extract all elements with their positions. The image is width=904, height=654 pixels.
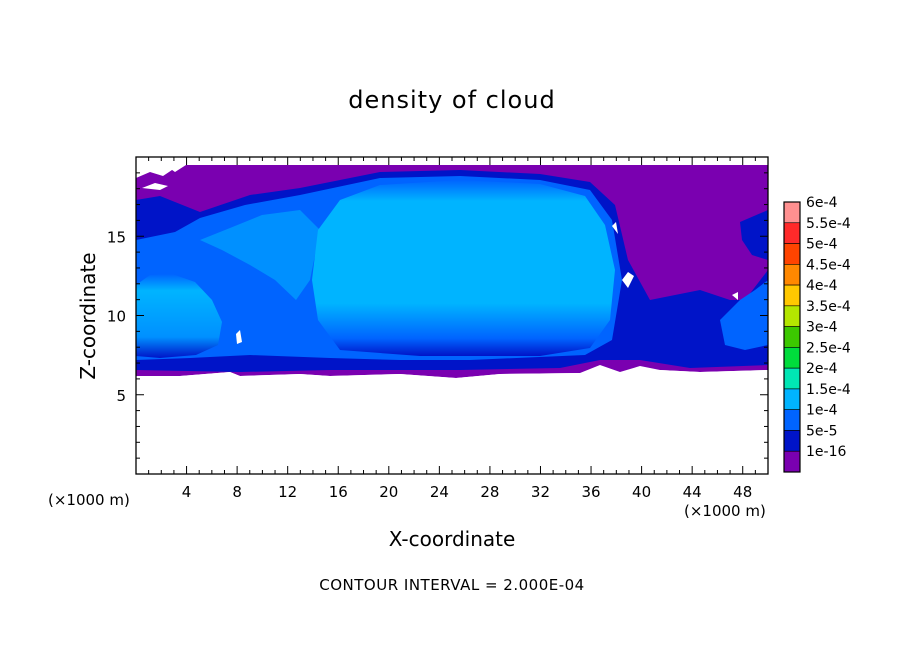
colorbar-swatch (783, 388, 801, 410)
colorbar-label: 5e-5 (806, 423, 837, 439)
plot-field (136, 165, 768, 474)
colorbar-swatch (783, 222, 801, 244)
main-updraft-core (312, 180, 615, 356)
x-tick-label: 16 (329, 483, 348, 501)
colorbar-swatch (783, 305, 801, 327)
x-tick-label: 44 (683, 483, 702, 501)
colorbar-swatch (783, 367, 801, 390)
x-axis: 4 8 12 16 20 24 28 32 36 40 44 48 (148, 157, 756, 501)
x-tick-label: 24 (430, 483, 449, 501)
colorbar-label: 1e-16 (806, 444, 846, 460)
colorbar-swatch (783, 243, 801, 265)
colorbar-label: 5e-4 (806, 237, 838, 253)
contour-interval-text: CONTOUR INTERVAL = 2.000E-04 (319, 576, 585, 594)
colorbar-swatch (783, 430, 801, 452)
colorbar-label: 5.5e-4 (806, 216, 851, 232)
x-unit-label-left: (×1000 m) (48, 491, 130, 509)
x-tick-label: 20 (379, 483, 398, 501)
colorbar-swatch (783, 201, 801, 224)
colorbar-swatch (783, 409, 801, 431)
colorbar-swatch (783, 450, 801, 473)
x-tick-label: 28 (480, 483, 499, 501)
x-tick-label: 8 (232, 483, 242, 501)
x-axis-label: X-coordinate (388, 527, 516, 551)
x-unit-label-right: (×1000 m) (684, 502, 766, 520)
colorbar-swatch (783, 347, 801, 369)
chart-title: density of cloud (348, 86, 556, 114)
left-cell (136, 274, 222, 358)
colorbar-label: 1.5e-4 (806, 382, 851, 398)
colorbar-frame (783, 201, 801, 473)
colorbar-label: 2.5e-4 (806, 340, 851, 356)
anvil-branch (200, 210, 320, 300)
colorbar-label: 2e-4 (806, 361, 838, 377)
colorbar: 6e-4 5.5e-4 5e-4 4.5e-4 4e-4 3.5e-4 3e-4 2.5e-4… (783, 195, 851, 473)
y-tick-label: 15 (107, 228, 126, 246)
colorbar-label: 4e-4 (806, 278, 838, 294)
y-tick-label: 10 (107, 308, 126, 326)
x-tick-label: 32 (531, 483, 550, 501)
colorbar-label: 4.5e-4 (806, 257, 851, 273)
colorbar-label: 1e-4 (806, 403, 838, 419)
colorbar-swatch (783, 264, 801, 286)
x-tick-label: 40 (632, 483, 651, 501)
x-tick-label: 4 (182, 483, 192, 501)
x-tick-label: 36 (581, 483, 600, 501)
colorbar-swatch (783, 284, 801, 307)
y-axis: 5 10 15 (107, 172, 768, 459)
y-tick-label: 5 (116, 387, 126, 405)
colorbar-swatch (783, 326, 801, 348)
colorbar-label: 6e-4 (806, 195, 838, 211)
y-axis-label: Z-coordinate (76, 252, 100, 380)
right-cell (720, 280, 768, 350)
x-tick-label: 48 (733, 483, 752, 501)
x-tick-label: 12 (278, 483, 297, 501)
colorbar-label: 3.5e-4 (806, 299, 851, 315)
colorbar-label: 3e-4 (806, 320, 838, 336)
